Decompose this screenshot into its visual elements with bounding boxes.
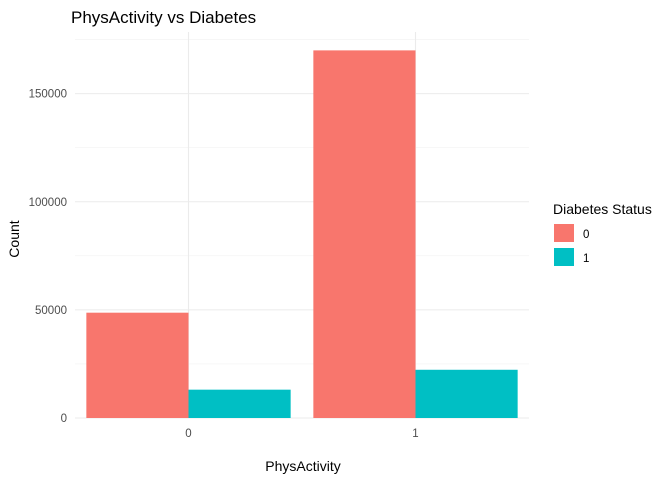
y-tick-label: 100000 [29,197,67,209]
legend-key-1 [554,248,574,266]
tick-labels: 0 50000 100000 150000 0 1 [29,89,419,440]
legend: Diabetes Status 0 1 [553,201,652,266]
legend-label-0: 0 [583,229,589,241]
bars [86,50,518,418]
legend-title: Diabetes Status [553,201,652,217]
chart-title: PhysActivity vs Diabetes [71,8,256,27]
x-tick-label: 1 [412,428,418,440]
x-tick-label: 0 [185,428,191,440]
legend-label-1: 1 [583,253,589,265]
legend-key-0 [554,224,574,242]
bar-cat0-status0 [86,312,189,418]
bar-cat1-status0 [313,50,416,418]
y-axis-title: Count [6,220,22,257]
y-tick-label: 150000 [29,89,67,101]
x-axis-title: PhysActivity [265,458,340,474]
y-tick-label: 0 [61,413,67,425]
y-tick-label: 50000 [35,305,67,317]
bar-cat0-status1 [188,389,291,418]
bar-cat1-status1 [415,369,518,418]
